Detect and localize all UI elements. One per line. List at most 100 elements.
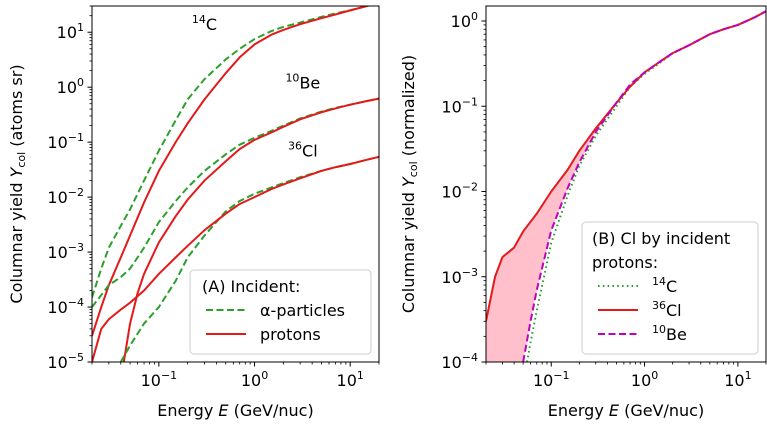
annotation-text: Be bbox=[299, 73, 320, 92]
tick-exponent: 0 bbox=[651, 369, 658, 382]
y-tick-label: 10−2 bbox=[47, 186, 84, 207]
x-tick-label: 10−1 bbox=[141, 369, 178, 390]
tick-exponent: −4 bbox=[462, 351, 478, 364]
xlabel-part: Energy bbox=[548, 401, 609, 420]
isotope-annotation: 14C bbox=[192, 13, 217, 34]
xlabel-part: Energy bbox=[157, 401, 218, 420]
annotation-text: Cl bbox=[302, 141, 318, 160]
series-line-36cl-proton bbox=[92, 155, 379, 362]
x-tick-label: 101 bbox=[337, 369, 364, 390]
tick-exponent: −1 bbox=[161, 369, 177, 382]
isotope-annotation: 36Cl bbox=[288, 139, 318, 160]
annotation-superscript: 36 bbox=[288, 139, 302, 152]
tick-base: 10 bbox=[337, 371, 357, 390]
tick-exponent: −5 bbox=[68, 351, 84, 364]
tick-base: 10 bbox=[47, 353, 67, 372]
legend-label-text: Be bbox=[666, 325, 687, 344]
tick-base: 10 bbox=[57, 23, 77, 42]
tick-base: 10 bbox=[47, 133, 67, 152]
series-line-10be-alpha bbox=[92, 97, 379, 308]
annotation-superscript: 10 bbox=[285, 71, 299, 84]
tick-exponent: −1 bbox=[68, 131, 84, 144]
y-tick-label: 101 bbox=[57, 21, 84, 42]
tick-exponent: −4 bbox=[68, 296, 84, 309]
axes-frame bbox=[485, 5, 767, 363]
series-line-10be-proton bbox=[122, 97, 379, 362]
x-axis-label: Energy E (GeV/nuc) bbox=[157, 401, 313, 420]
isotope-annotation: 10Be bbox=[285, 71, 320, 92]
y-tick-label: 10−2 bbox=[441, 181, 478, 202]
ylabel-subscript: col bbox=[15, 152, 28, 168]
legend-superscript: 36 bbox=[652, 299, 666, 312]
y-tick-label: 100 bbox=[451, 10, 478, 31]
series-line-14c-proton bbox=[92, 6, 372, 337]
tick-exponent: −2 bbox=[68, 186, 84, 199]
tick-exponent: −3 bbox=[462, 266, 478, 279]
legend-superscript: 14 bbox=[652, 275, 666, 288]
legend-label: α-particles bbox=[260, 301, 345, 320]
tick-exponent: −3 bbox=[68, 241, 84, 254]
tick-exponent: −2 bbox=[462, 181, 478, 194]
y-axis-label: Columnar yield Ycol (normalized) bbox=[399, 55, 420, 313]
legend-label: 10Be bbox=[652, 323, 687, 344]
series-group bbox=[92, 6, 379, 362]
tick-base: 10 bbox=[441, 353, 461, 372]
fill-between-area bbox=[486, 11, 766, 362]
tick-exponent: −1 bbox=[553, 369, 569, 382]
x-tick-label: 100 bbox=[241, 369, 268, 390]
panel-a: 10−1 100 10110−510−410−310−210−1100101Ener… bbox=[7, 5, 380, 420]
legend-label-text: C bbox=[666, 277, 677, 296]
ylabel-part: (normalized) bbox=[399, 55, 418, 161]
x-tick-label: 100 bbox=[631, 369, 658, 390]
y-tick-label: 10−1 bbox=[441, 95, 478, 116]
tick-exponent: 0 bbox=[471, 10, 478, 23]
tick-exponent: 1 bbox=[745, 369, 752, 382]
ylabel-part: Columnar yield bbox=[7, 177, 26, 303]
legend: (A) Incident: α-particles protons bbox=[189, 269, 372, 355]
tick-exponent: −1 bbox=[462, 95, 478, 108]
y-axis-label: Columnar yield Ycol (atoms sr) bbox=[7, 64, 28, 303]
legend-label: 14C bbox=[652, 275, 677, 296]
tick-base: 10 bbox=[441, 97, 461, 116]
tick-base: 10 bbox=[451, 12, 471, 31]
legend-label: protons bbox=[260, 325, 321, 344]
axes-frame bbox=[91, 5, 380, 363]
tick-base: 10 bbox=[57, 78, 77, 97]
tick-base: 10 bbox=[47, 243, 67, 262]
tick-base: 10 bbox=[533, 371, 553, 390]
legend-title: protons: bbox=[592, 253, 658, 272]
tick-exponent: 1 bbox=[357, 369, 364, 382]
ylabel-subscript: col bbox=[407, 161, 420, 177]
xlabel-part: (GeV/nuc) bbox=[228, 401, 313, 420]
y-tick-label: 10−5 bbox=[47, 351, 84, 372]
legend-superscript: 10 bbox=[652, 323, 666, 336]
tick-base: 10 bbox=[141, 371, 161, 390]
tick-base: 10 bbox=[724, 371, 744, 390]
tick-base: 10 bbox=[47, 298, 67, 317]
xlabel-italic: E bbox=[609, 401, 620, 420]
y-tick-label: 10−3 bbox=[47, 241, 84, 262]
y-tick-label: 10−3 bbox=[441, 266, 478, 287]
legend-label: 36Cl bbox=[652, 299, 682, 320]
xlabel-part: (GeV/nuc) bbox=[619, 401, 704, 420]
y-tick-label: 10−4 bbox=[47, 296, 84, 317]
y-tick-label: 10−4 bbox=[441, 351, 478, 372]
tick-exponent: 0 bbox=[77, 76, 84, 89]
tick-exponent: 0 bbox=[261, 369, 268, 382]
annotation-superscript: 14 bbox=[192, 13, 206, 26]
legend-title: (A) Incident: bbox=[202, 277, 300, 296]
xlabel-italic: E bbox=[218, 401, 229, 420]
x-tick-label: 10−1 bbox=[533, 369, 570, 390]
series-line-10be bbox=[522, 10, 766, 362]
ylabel-italic: Y bbox=[7, 166, 26, 177]
tick-exponent: 1 bbox=[77, 21, 84, 34]
series-group bbox=[486, 10, 766, 362]
legend-label-text: Cl bbox=[666, 301, 682, 320]
y-tick-label: 100 bbox=[57, 76, 84, 97]
legend-box bbox=[581, 221, 759, 355]
tick-base: 10 bbox=[47, 188, 67, 207]
tick-base: 10 bbox=[441, 268, 461, 287]
